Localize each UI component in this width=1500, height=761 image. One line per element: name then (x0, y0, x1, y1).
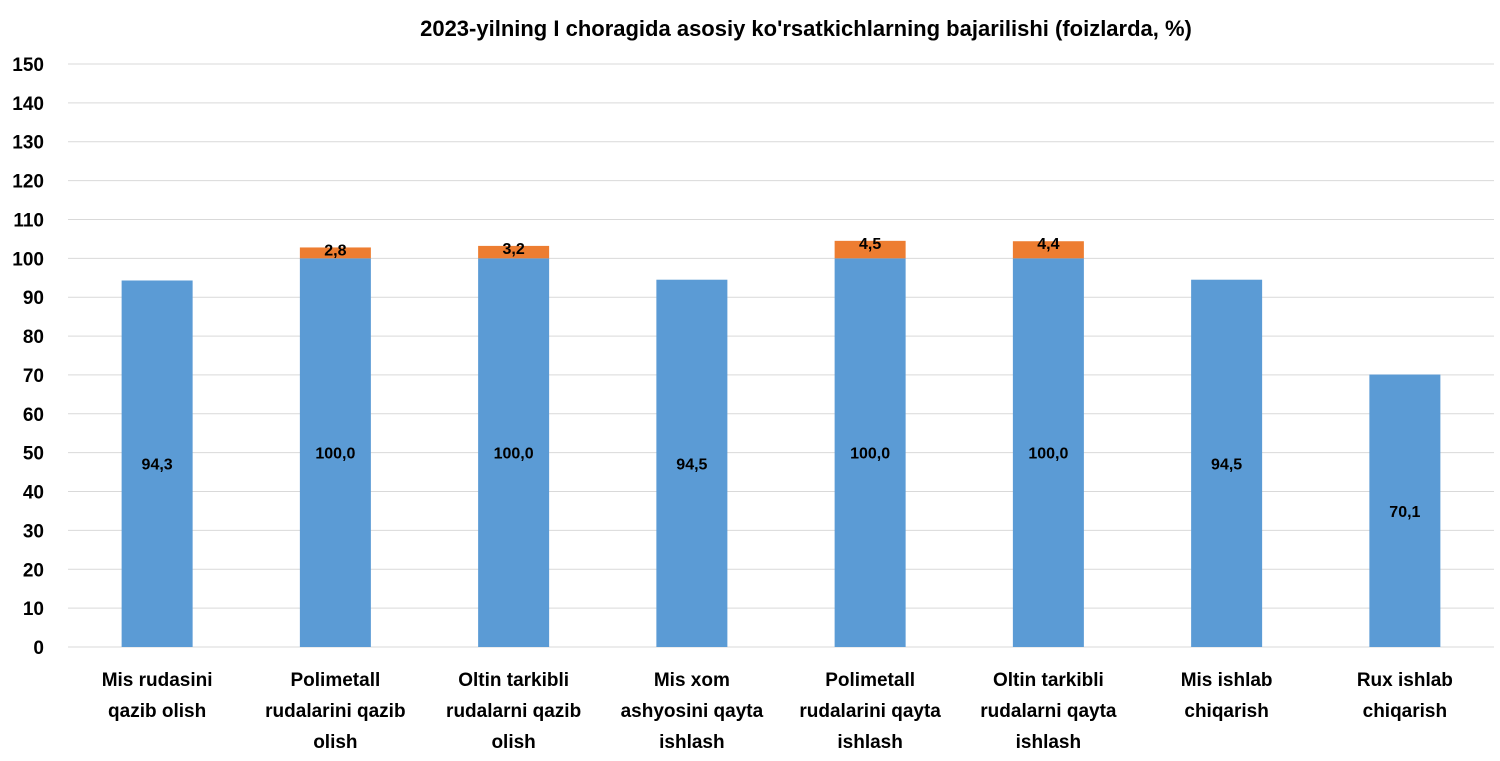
x-tick-label-line: chiqarish (1184, 701, 1268, 722)
data-label-excess: 4,4 (1037, 236, 1059, 253)
y-tick-label: 40 (23, 483, 44, 504)
x-tick-label-line: Rux ishlab (1357, 670, 1453, 691)
data-label-base: 100,0 (494, 446, 534, 463)
y-tick-label: 140 (12, 94, 44, 115)
y-tick-label: 100 (12, 249, 44, 270)
bar-base (1012, 258, 1084, 647)
x-tick-label-line: olish (491, 732, 535, 753)
bar-base (1369, 374, 1441, 647)
bar-excess (834, 240, 906, 259)
y-tick-label: 50 (23, 444, 44, 465)
x-tick-label: Polimetall rudalarini qayta ishlash (799, 670, 941, 753)
data-label-base: 94,5 (676, 456, 707, 473)
x-tick-label: Mis rudasini qazib olish (102, 670, 213, 722)
data-label-base: 100,0 (315, 446, 355, 463)
x-tick-label-line: ishlash (659, 732, 724, 753)
data-labels: 94,3 100,0 2,8 100,0 3,2 94,5 100,0 4,5 100,0 4,4… (142, 236, 1421, 521)
y-tick-label: 130 (12, 133, 44, 154)
data-label-base: 70,1 (1389, 504, 1420, 521)
bar-base (121, 280, 193, 647)
y-tick-label: 80 (23, 327, 44, 348)
y-tick-label: 20 (23, 560, 44, 581)
x-tick-label-line: qazib olish (108, 701, 206, 722)
x-tick-label-line: rudalarni qazib (446, 701, 581, 722)
data-label-base: 100,0 (850, 446, 890, 463)
bar-base (834, 258, 906, 647)
x-tick-label: Polimetall rudalarini qazib olish (265, 670, 405, 753)
x-tick-label-line: chiqarish (1363, 701, 1447, 722)
y-tick-label: 70 (23, 366, 44, 387)
x-tick-label-line: olish (313, 732, 357, 753)
bar-base (656, 279, 728, 647)
x-tick-label-line: Oltin tarkibli (993, 670, 1104, 691)
y-tick-label: 90 (23, 288, 44, 309)
bar-base (478, 258, 550, 647)
bar-base (299, 258, 371, 647)
gridlines (68, 63, 1494, 648)
bar-excess (1012, 241, 1084, 259)
y-tick-label: 0 (33, 638, 44, 659)
bar-base (1191, 279, 1263, 647)
x-axis-labels: Mis rudasini qazib olish Polimetall rudalar… (102, 670, 1453, 753)
y-tick-label: 60 (23, 405, 44, 426)
x-tick-label-line: ishlash (1016, 732, 1081, 753)
data-label-base: 94,3 (142, 457, 173, 474)
x-tick-label-line: rudalarini qayta (799, 701, 941, 722)
x-tick-label-line: Mis rudasini (102, 670, 213, 691)
y-tick-label: 120 (12, 172, 44, 193)
data-label-base: 100,0 (1028, 446, 1068, 463)
x-tick-label: Mis xom ashyosini qayta ishlash (621, 670, 764, 753)
bar-excess (299, 247, 371, 259)
x-tick-label-line: Oltin tarkibli (458, 670, 569, 691)
x-tick-label-line: Mis ishlab (1181, 670, 1273, 691)
y-tick-label: 110 (13, 210, 44, 231)
bars (121, 240, 1441, 647)
data-label-excess: 4,5 (859, 236, 881, 253)
x-tick-label: Mis ishlab chiqarish (1181, 670, 1273, 722)
y-tick-label: 10 (23, 599, 44, 620)
x-tick-label: Rux ishlab chiqarish (1357, 670, 1453, 722)
y-tick-label: 150 (12, 55, 44, 76)
data-label-excess: 3,2 (503, 241, 525, 258)
x-tick-label-line: rudalarini qazib (265, 701, 405, 722)
chart-title: 2023-yilning I choragida asosiy ko'rsatk… (420, 16, 1192, 41)
x-tick-label-line: Polimetall (825, 670, 915, 691)
x-tick-label-line: Polimetall (291, 670, 381, 691)
x-tick-label-line: ashyosini qayta (621, 701, 764, 722)
x-tick-label-line: rudalarni qayta (980, 701, 1117, 722)
x-tick-label: Oltin tarkibli rudalarni qazib olish (446, 670, 581, 753)
y-axis-ticks: 0 10 20 30 40 50 60 70 80 90 100 110 120 130 140 150 (12, 55, 44, 659)
y-tick-label: 30 (23, 521, 44, 542)
x-tick-label-line: Mis xom (654, 670, 730, 691)
data-label-base: 94,5 (1211, 456, 1242, 473)
x-tick-label-line: ishlash (837, 732, 902, 753)
bar-excess (478, 245, 550, 259)
data-label-excess: 2,8 (324, 242, 346, 259)
x-tick-label: Oltin tarkibli rudalarni qayta ishlash (980, 670, 1117, 753)
